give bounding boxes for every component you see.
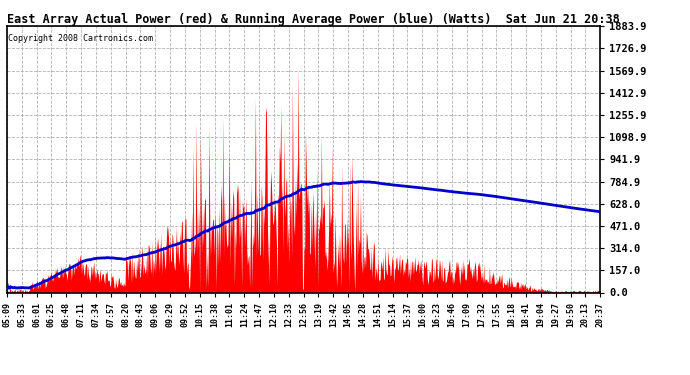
Text: Copyright 2008 Cartronics.com: Copyright 2008 Cartronics.com [8, 34, 153, 43]
Text: East Array Actual Power (red) & Running Average Power (blue) (Watts)  Sat Jun 21: East Array Actual Power (red) & Running … [7, 13, 620, 26]
